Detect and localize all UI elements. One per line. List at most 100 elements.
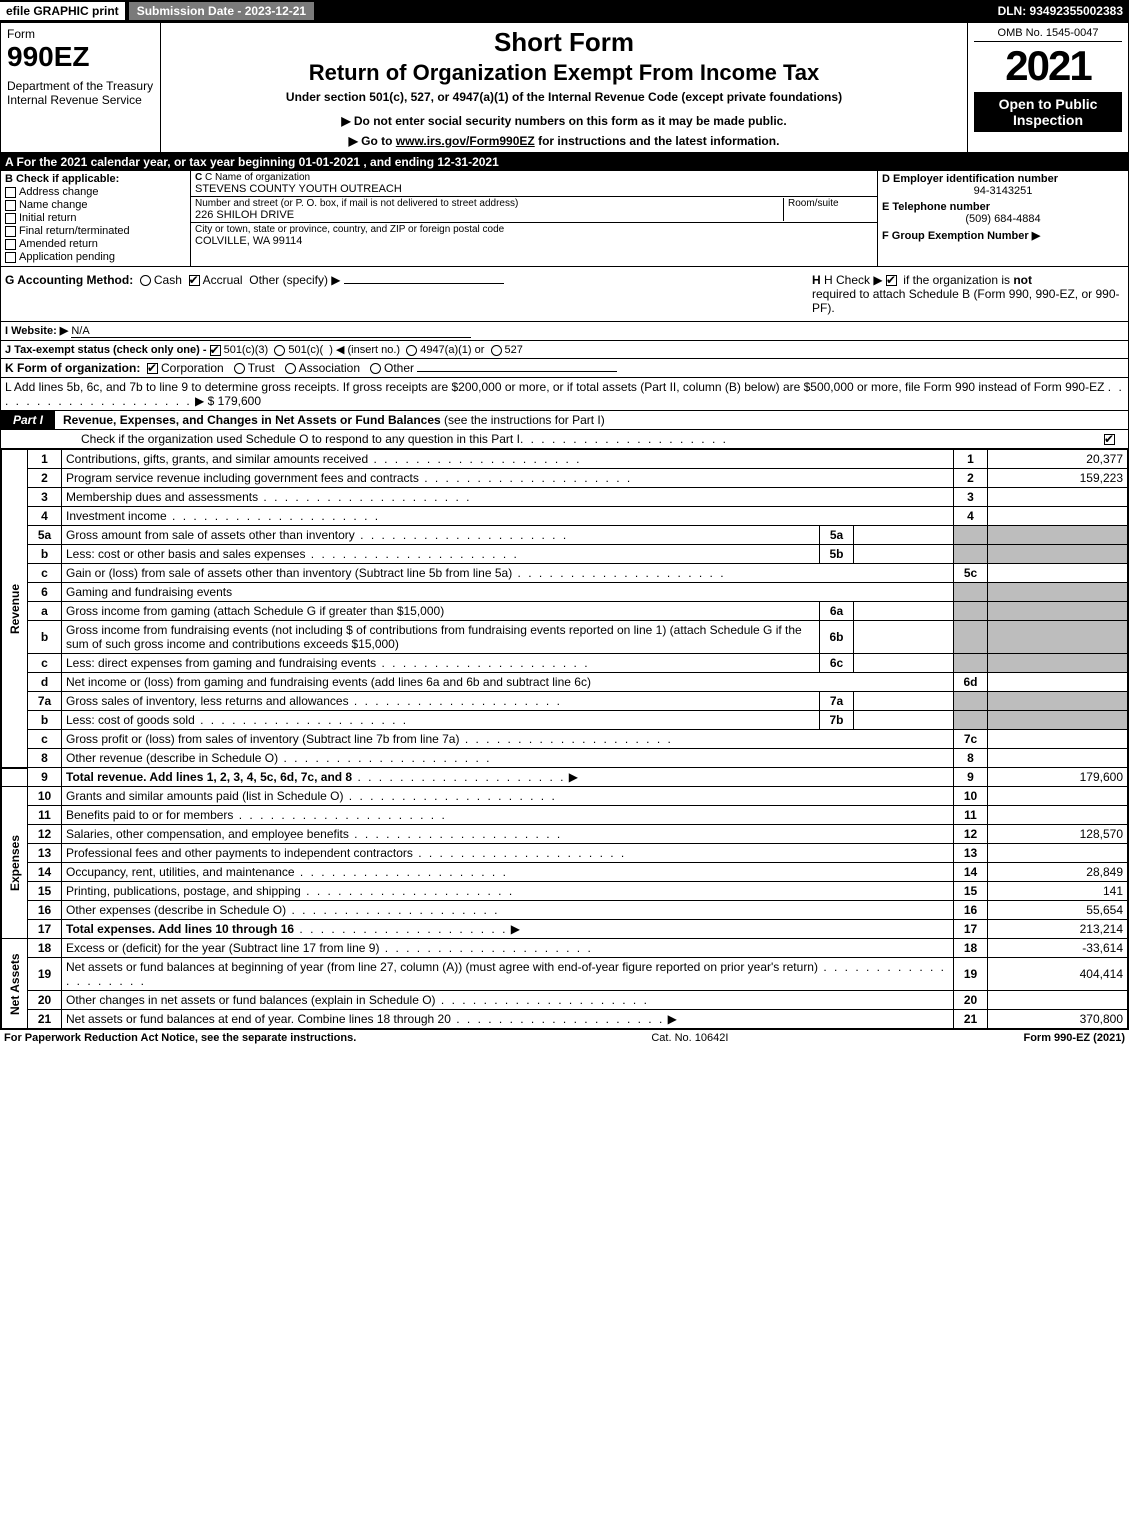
d-5c: Gain or (loss) from sale of assets other… — [66, 566, 512, 580]
row-k: K Form of organization: Corporation Trus… — [1, 359, 1128, 378]
d-3: Membership dues and assessments — [66, 490, 258, 504]
vn-13: 13 — [954, 844, 988, 863]
chk-schedule-o[interactable] — [1104, 434, 1115, 445]
chk-501c3[interactable] — [210, 345, 221, 356]
row-2: 2 Program service revenue including gove… — [2, 469, 1128, 488]
n-8: 8 — [28, 749, 62, 768]
chk-other[interactable] — [370, 363, 381, 374]
chk-527[interactable] — [491, 345, 502, 356]
j-label: J Tax-exempt status (check only one) - — [5, 344, 210, 356]
d-6c: Less: direct expenses from gaming and fu… — [66, 656, 376, 670]
n-7b: b — [28, 711, 62, 730]
gray-6c — [954, 654, 988, 673]
under-section: Under section 501(c), 527, or 4947(a)(1)… — [169, 90, 959, 104]
chk-4947[interactable] — [406, 345, 417, 356]
row-5c: c Gain or (loss) from sale of assets oth… — [2, 564, 1128, 583]
chk-501c[interactable] — [274, 345, 285, 356]
efile-link[interactable]: efile GRAPHIC print — [0, 2, 125, 20]
h-not: not — [1013, 273, 1032, 287]
gray-5a — [954, 526, 988, 545]
chk-trust[interactable] — [234, 363, 245, 374]
h-rest: required to attach Schedule B (Form 990,… — [812, 287, 1124, 315]
row-7b: b Less: cost of goods sold 7b — [2, 711, 1128, 730]
v-1: 20,377 — [988, 450, 1128, 469]
gray-6 — [954, 583, 988, 602]
vn-3: 3 — [954, 488, 988, 507]
gray-5b — [954, 545, 988, 564]
g-label: G Accounting Method: — [5, 273, 133, 287]
n-19: 19 — [28, 958, 62, 991]
row-5b: b Less: cost or other basis and sales ex… — [2, 545, 1128, 564]
chk-name-change[interactable]: Name change — [5, 199, 186, 211]
v-6d — [988, 673, 1128, 692]
row-i: I Website: ▶ N/A — [1, 322, 1128, 341]
chk-h[interactable] — [886, 275, 897, 286]
n-9: 9 — [28, 768, 62, 787]
chk-amended-return[interactable]: Amended return — [5, 238, 186, 250]
part1-title: Revenue, Expenses, and Changes in Net As… — [63, 413, 605, 427]
chk-application-pending[interactable]: Application pending — [5, 251, 186, 263]
n-6a: a — [28, 602, 62, 621]
iv-5a — [854, 526, 954, 545]
n-10: 10 — [28, 787, 62, 806]
d-2: Program service revenue including govern… — [66, 471, 419, 485]
d-13: Professional fees and other payments to … — [66, 846, 413, 860]
n-2: 2 — [28, 469, 62, 488]
v-16: 55,654 — [988, 901, 1128, 920]
d-15: Printing, publications, postage, and shi… — [66, 884, 301, 898]
n-13: 13 — [28, 844, 62, 863]
v-12: 128,570 — [988, 825, 1128, 844]
iv-7b — [854, 711, 954, 730]
n-5b: b — [28, 545, 62, 564]
ein-value: 94-3143251 — [882, 185, 1124, 197]
in-5a: 5a — [820, 526, 854, 545]
chk-association[interactable] — [285, 363, 296, 374]
d-5a: Gross amount from sale of assets other t… — [66, 528, 355, 542]
row-l: L Add lines 5b, 6c, and 7b to line 9 to … — [1, 378, 1128, 411]
chk-final-return[interactable]: Final return/terminated — [5, 225, 186, 237]
in-5b: 5b — [820, 545, 854, 564]
form-label: Form — [7, 27, 154, 41]
chk-corporation[interactable] — [147, 363, 158, 374]
radio-accrual[interactable] — [189, 275, 200, 286]
k-other: Other — [384, 361, 414, 375]
row-11: 11 Benefits paid to or for members 11 — [2, 806, 1128, 825]
vn-5c: 5c — [954, 564, 988, 583]
row-9: 9 Total revenue. Add lines 1, 2, 3, 4, 5… — [2, 768, 1128, 787]
vn-15: 15 — [954, 882, 988, 901]
c-city-label: City or town, state or province, country… — [195, 224, 873, 235]
chk-address-change[interactable]: Address change — [5, 186, 186, 198]
c-city-cell: City or town, state or province, country… — [191, 223, 877, 248]
lines-table: Revenue 1 Contributions, gifts, grants, … — [1, 449, 1128, 1029]
iv-6c — [854, 654, 954, 673]
k-corp: Corporation — [161, 361, 224, 375]
iv-7a — [854, 692, 954, 711]
phone-value: (509) 684-4884 — [882, 213, 1124, 225]
gray-6a — [954, 602, 988, 621]
vn-20: 20 — [954, 991, 988, 1010]
omb-number: OMB No. 1545-0047 — [974, 27, 1122, 42]
d-6b: Gross income from fundraising events (no… — [66, 623, 802, 651]
gray-7a-v — [988, 692, 1128, 711]
n-20: 20 — [28, 991, 62, 1010]
n-21: 21 — [28, 1010, 62, 1029]
d-19: Net assets or fund balances at beginning… — [66, 960, 818, 974]
n-5a: 5a — [28, 526, 62, 545]
n-17: 17 — [28, 920, 62, 939]
submission-date: Submission Date - 2023-12-21 — [129, 2, 314, 20]
g-accrual: Accrual — [203, 273, 243, 287]
vn-17: 17 — [954, 920, 988, 939]
vn-7c: 7c — [954, 730, 988, 749]
vn-2: 2 — [954, 469, 988, 488]
d-18: Excess or (deficit) for the year (Subtra… — [66, 941, 379, 955]
gray-6c-v — [988, 654, 1128, 673]
chk-initial-return[interactable]: Initial return — [5, 212, 186, 224]
v-8 — [988, 749, 1128, 768]
irs-link[interactable]: www.irs.gov/Form990EZ — [396, 134, 535, 148]
gray-6a-v — [988, 602, 1128, 621]
h-pre: H Check ▶ — [824, 273, 886, 287]
row-1: Revenue 1 Contributions, gifts, grants, … — [2, 450, 1128, 469]
radio-cash[interactable] — [140, 275, 151, 286]
vn-4: 4 — [954, 507, 988, 526]
n-5c: c — [28, 564, 62, 583]
